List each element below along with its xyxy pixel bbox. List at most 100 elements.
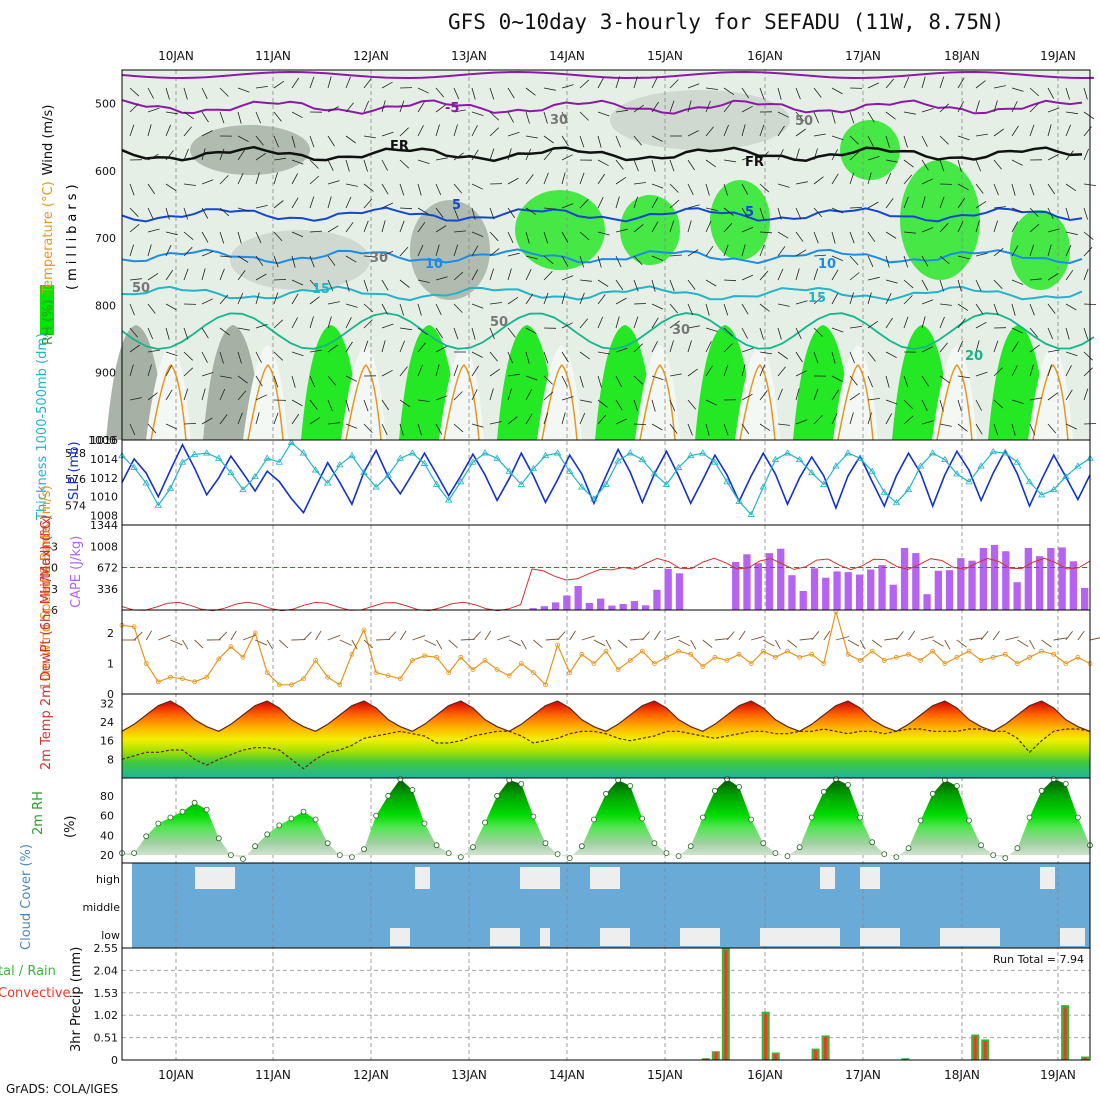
wind-barb bbox=[849, 326, 862, 329]
wind-barb bbox=[309, 349, 322, 353]
wind-barb bbox=[183, 183, 196, 186]
contour-label: FR bbox=[390, 139, 409, 154]
wind-barb bbox=[291, 231, 304, 238]
rh-marker bbox=[385, 792, 392, 799]
thickness-marker bbox=[408, 449, 417, 456]
rh-marker bbox=[699, 814, 706, 821]
wind-barb bbox=[165, 365, 172, 377]
thickness-marker bbox=[384, 471, 392, 478]
bottom-date-label: 13JAN bbox=[451, 1068, 487, 1082]
cape-bar bbox=[619, 604, 627, 610]
wind-marker bbox=[506, 673, 512, 679]
cape-bar bbox=[934, 570, 942, 610]
wind-barb bbox=[939, 375, 951, 384]
wind-barb bbox=[561, 135, 569, 147]
wind-barb bbox=[266, 639, 273, 650]
wind-barb bbox=[471, 351, 483, 358]
wind-barb bbox=[291, 173, 299, 185]
wind-barb bbox=[633, 255, 643, 266]
wind-barb bbox=[867, 82, 879, 89]
wind-barb bbox=[237, 327, 250, 331]
wind-barb bbox=[723, 364, 729, 377]
bottom-date-label: 19JAN bbox=[1040, 1068, 1076, 1082]
wind-barb bbox=[309, 417, 321, 425]
wind-barb bbox=[885, 375, 890, 388]
rh-marker bbox=[131, 850, 138, 856]
wind-barb bbox=[417, 342, 426, 353]
isotherm-line bbox=[121, 248, 1083, 265]
wind-marker bbox=[930, 648, 936, 654]
thickness-marker bbox=[662, 480, 671, 487]
wind-barb bbox=[921, 255, 929, 267]
wind-barb bbox=[399, 303, 404, 316]
wind-barb bbox=[327, 76, 332, 89]
warm-isotherm bbox=[936, 363, 973, 441]
bottom-date-label: 11JAN bbox=[255, 1068, 291, 1082]
thickness-marker bbox=[215, 454, 223, 461]
wind-marker bbox=[797, 654, 802, 660]
wind-barb bbox=[885, 279, 898, 284]
bottom-date-label: 14JAN bbox=[549, 1068, 585, 1082]
rh-marker bbox=[1062, 781, 1069, 787]
rh-marker bbox=[772, 850, 779, 856]
precip-conv-bar bbox=[1083, 1057, 1087, 1060]
dry-column bbox=[537, 345, 582, 440]
thickness-marker bbox=[650, 470, 659, 477]
wind-barb bbox=[811, 631, 820, 641]
wind-barb bbox=[687, 279, 696, 290]
wind-barb bbox=[254, 639, 268, 646]
li-line bbox=[121, 557, 1091, 612]
wind-barb bbox=[831, 293, 839, 305]
wind-barb bbox=[777, 351, 789, 360]
wind-barb bbox=[579, 231, 590, 241]
wind-barb bbox=[1029, 183, 1035, 196]
thickness-marker bbox=[723, 478, 731, 485]
rh-marker bbox=[917, 817, 924, 824]
wind-barb bbox=[309, 296, 320, 305]
wind-barb bbox=[453, 152, 464, 161]
slp-tick: 1016 bbox=[90, 434, 118, 447]
thickness-marker bbox=[699, 449, 707, 456]
cape-bar bbox=[675, 573, 684, 610]
wind-barb bbox=[903, 279, 914, 289]
wind-barb bbox=[795, 148, 800, 161]
rh-marker bbox=[639, 815, 646, 822]
wind-barb bbox=[813, 254, 827, 257]
wind-barb bbox=[957, 399, 962, 412]
cape-bar bbox=[957, 558, 965, 610]
contour-label: 5 bbox=[745, 205, 754, 220]
wind-barb bbox=[795, 249, 807, 257]
wind-marker bbox=[216, 656, 222, 662]
wind-barb bbox=[471, 245, 479, 257]
wind-barb bbox=[242, 634, 256, 641]
contour-label: 20 bbox=[965, 349, 983, 364]
thickness-marker bbox=[432, 480, 441, 487]
wind-barb bbox=[705, 303, 710, 316]
wind-barb bbox=[597, 294, 606, 305]
wind-barb bbox=[327, 180, 340, 185]
wind-marker bbox=[518, 661, 524, 666]
cape-bar bbox=[608, 605, 616, 610]
wind-barb bbox=[183, 246, 193, 257]
wind-marker bbox=[458, 654, 464, 660]
cape-bar bbox=[833, 571, 841, 610]
thickness-marker bbox=[674, 463, 683, 470]
wind-barb bbox=[581, 635, 595, 641]
wind-barb bbox=[813, 388, 819, 401]
wind-barb bbox=[309, 316, 314, 329]
wind-barb bbox=[633, 279, 639, 292]
wind-barb bbox=[741, 87, 750, 99]
wind-marker bbox=[180, 676, 185, 682]
wind-barb bbox=[435, 104, 446, 113]
wind-barb bbox=[723, 303, 729, 316]
cloud-high bbox=[415, 867, 430, 889]
wind-barb bbox=[255, 324, 268, 329]
wind-barb bbox=[1011, 159, 1023, 166]
wind-barb bbox=[219, 388, 226, 401]
wind-barb bbox=[597, 159, 609, 167]
wind-barb bbox=[363, 183, 374, 192]
cape-bar bbox=[1036, 556, 1044, 610]
wind-barb bbox=[775, 639, 781, 650]
wind-barb bbox=[633, 375, 643, 385]
wind-barb bbox=[723, 279, 737, 282]
